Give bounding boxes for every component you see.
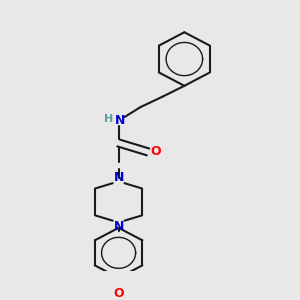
Text: N: N [113, 171, 124, 184]
Text: H: H [104, 114, 113, 124]
Text: N: N [113, 220, 124, 232]
Text: N: N [116, 114, 126, 127]
Text: O: O [151, 146, 161, 158]
Text: O: O [113, 287, 124, 300]
